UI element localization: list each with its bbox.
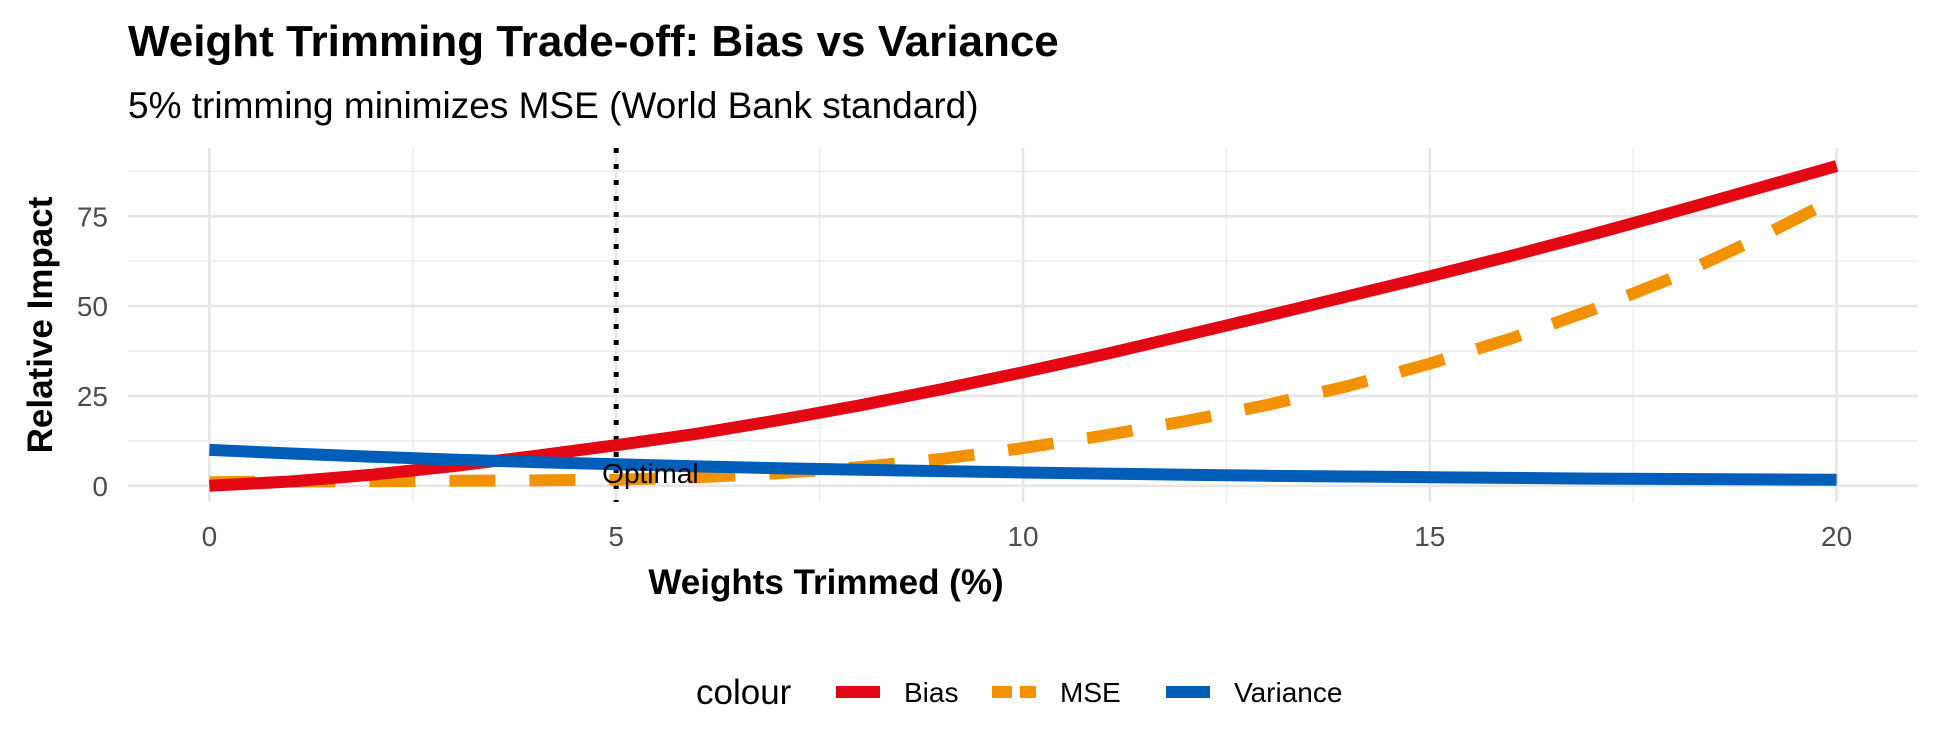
- y-tick-label: 50: [77, 291, 108, 322]
- legend-label-mse: MSE: [1060, 677, 1121, 708]
- tick-labels: 0 5 10 15 20 0 25 50 75: [77, 201, 1852, 552]
- series-line-variance: [209, 443, 1837, 486]
- optimal-annotation: Optimal: [602, 458, 698, 489]
- legend-label-variance: Variance: [1234, 677, 1342, 708]
- legend-title: colour: [696, 673, 792, 712]
- legend-label-bias: Bias: [904, 677, 958, 708]
- y-tick-label: 0: [92, 471, 108, 502]
- x-axis-title: Weights Trimmed (%): [648, 563, 1003, 602]
- x-tick-label: 10: [1007, 521, 1038, 552]
- series-layer: [209, 160, 1840, 492]
- chart-title: Weight Trimming Trade-off: Bias vs Varia…: [128, 17, 1059, 66]
- y-axis-title: Relative Impact: [21, 196, 60, 453]
- y-tick-label: 25: [77, 381, 108, 412]
- y-tick-label: 75: [77, 201, 108, 232]
- grid: [128, 148, 1918, 502]
- x-tick-label: 0: [202, 521, 218, 552]
- series-line-mse: [209, 192, 1840, 489]
- annotation-layer: Optimal: [602, 458, 698, 489]
- x-tick-label: 20: [1821, 521, 1852, 552]
- x-tick-label: 5: [608, 521, 624, 552]
- chart-subtitle: 5% trimming minimizes MSE (World Bank st…: [128, 85, 979, 126]
- x-tick-label: 15: [1414, 521, 1445, 552]
- legend: colour Bias MSE Variance: [696, 673, 1342, 712]
